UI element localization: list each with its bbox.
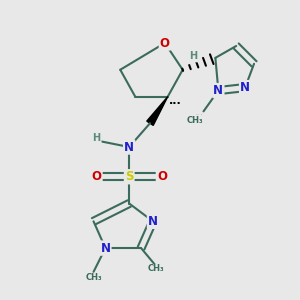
Text: CH₃: CH₃: [186, 116, 203, 125]
Text: O: O: [157, 170, 167, 183]
Polygon shape: [147, 97, 168, 125]
Text: H: H: [189, 51, 197, 62]
Text: CH₃: CH₃: [85, 273, 102, 282]
Text: H: H: [92, 133, 101, 143]
Text: N: N: [240, 81, 250, 94]
Text: N: N: [213, 84, 224, 97]
Text: N: N: [124, 140, 134, 154]
Text: S: S: [125, 170, 134, 183]
Text: N: N: [100, 242, 110, 255]
Text: CH₃: CH₃: [148, 264, 164, 273]
Text: methyl: methyl: [193, 114, 203, 118]
Text: ···: ···: [169, 99, 182, 109]
Text: N: N: [148, 215, 158, 228]
Text: O: O: [160, 37, 170, 50]
Text: O: O: [92, 170, 101, 183]
